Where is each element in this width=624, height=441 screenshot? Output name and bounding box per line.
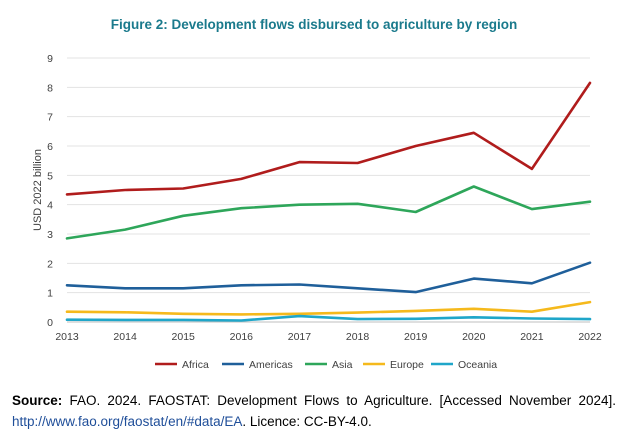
y-axis: 0 1 2 3 4 5 6 7 8 9	[47, 53, 53, 329]
y-axis-label: USD 2022 billion	[32, 149, 44, 231]
y-tick-label: 7	[47, 112, 53, 124]
source-label: Source:	[12, 393, 63, 408]
x-tick-label: 2021	[520, 331, 544, 343]
x-tick-label: 2016	[230, 331, 254, 343]
x-tick-label: 2017	[288, 331, 312, 343]
y-tick-label: 0	[47, 317, 53, 329]
chart: Figure 2: Development flows disbursed to…	[32, 17, 602, 371]
chart-title: Figure 2: Development flows disbursed to…	[111, 17, 518, 32]
y-tick-label: 9	[47, 53, 53, 65]
legend-label-asia: Asia	[332, 359, 353, 371]
y-tick-label: 2	[47, 258, 53, 270]
y-tick-label: 5	[47, 170, 53, 182]
series-lines	[65, 81, 592, 322]
legend-label-oceania: Oceania	[458, 359, 497, 371]
y-tick-label: 8	[47, 82, 53, 94]
source-note: Source: FAO. 2024. FAOSTAT: Development …	[12, 390, 616, 432]
y-tick-label: 1	[47, 288, 53, 300]
y-tick-label: 6	[47, 141, 53, 153]
source-link[interactable]: http://www.fao.org/faostat/en/#data/EA	[12, 414, 243, 429]
source-licence: . Licence: CC-BY-4.0.	[242, 414, 372, 429]
legend-label-americas: Americas	[249, 359, 293, 371]
y-tick-label: 3	[47, 229, 53, 241]
series-line-oceania	[65, 314, 592, 322]
legend: Africa Americas Asia Europe Oceania	[155, 359, 497, 371]
series-line-americas	[65, 261, 592, 294]
x-axis: 2013 2014 2015 2016 2017 2018 2019 2020 2021 2022	[55, 331, 602, 343]
source-text: FAO. 2024. FAOSTAT: Development Flows to…	[69, 393, 616, 408]
x-tick-label: 2013	[55, 331, 79, 343]
legend-label-europe: Europe	[390, 359, 424, 371]
x-tick-label: 2014	[113, 331, 137, 343]
x-tick-label: 2018	[346, 331, 370, 343]
legend-label-africa: Africa	[182, 359, 209, 371]
x-tick-label: 2019	[404, 331, 428, 343]
x-tick-label: 2022	[578, 331, 602, 343]
y-tick-label: 4	[47, 200, 53, 212]
x-tick-label: 2020	[462, 331, 486, 343]
series-line-africa	[65, 81, 592, 196]
series-line-asia	[65, 185, 592, 240]
x-tick-label: 2015	[172, 331, 196, 343]
series-line-europe	[65, 300, 592, 316]
